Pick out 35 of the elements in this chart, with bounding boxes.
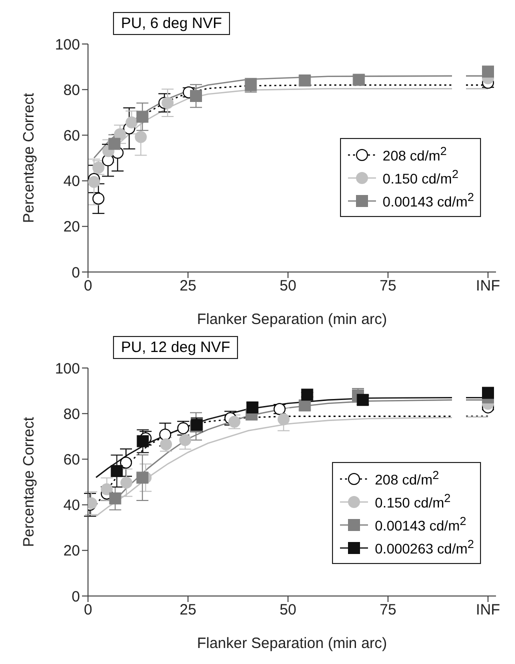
- legend-label: 0.000263 cd/m$^{2}$: [374, 538, 474, 557]
- x-tick-label: INF: [476, 602, 500, 619]
- y-tick-label: 60: [63, 128, 80, 145]
- x-tick-label: 25: [180, 278, 196, 295]
- y-tick-label: 80: [63, 82, 80, 99]
- x-tick-label: 50: [280, 278, 296, 295]
- y-axis-title: Percentage Correct: [20, 92, 38, 224]
- y-tick-label: 80: [63, 406, 80, 423]
- chart-title: PU, 12 deg NVF: [113, 336, 238, 359]
- y-tick-label: 100: [54, 36, 80, 54]
- x-tick-label: 0: [84, 602, 92, 619]
- x-tick-label: 75: [380, 602, 396, 619]
- y-axis-title: Percentage Correct: [20, 416, 38, 548]
- x-tick-label: INF: [476, 278, 500, 295]
- y-tick-label: 20: [63, 218, 80, 236]
- legend-label: 0.150 cd/m$^{2}$: [374, 492, 451, 511]
- y-tick-label: 20: [63, 542, 80, 560]
- x-tick-label: 25: [180, 602, 196, 619]
- x-tick-label: 0: [84, 278, 92, 295]
- chart-title: PU, 6 deg NVF: [113, 12, 230, 35]
- legend-label: 208 cd/m$^{2}$: [374, 469, 439, 488]
- legend-label: 0.00143 cd/m$^{2}$: [382, 191, 474, 210]
- legend-label: 0.150 cd/m$^{2}$: [382, 168, 458, 187]
- legend-label: 208 cd/m$^{2}$: [382, 145, 447, 164]
- legend-label: 0.00143 cd/m$^{2}$: [374, 515, 466, 534]
- y-tick-label: 0: [72, 264, 80, 282]
- y-tick-label: 40: [63, 173, 80, 190]
- y-tick-label: 40: [63, 497, 80, 514]
- x-axis-title: Flanker Separation (min arc): [196, 635, 388, 652]
- x-tick-label: 50: [280, 602, 296, 619]
- y-tick-label: 100: [54, 360, 80, 378]
- y-tick-label: 0: [72, 588, 80, 606]
- x-tick-label: 75: [380, 278, 396, 295]
- y-tick-label: 60: [63, 452, 80, 469]
- x-axis-title: Flanker Separation (min arc): [196, 311, 388, 328]
